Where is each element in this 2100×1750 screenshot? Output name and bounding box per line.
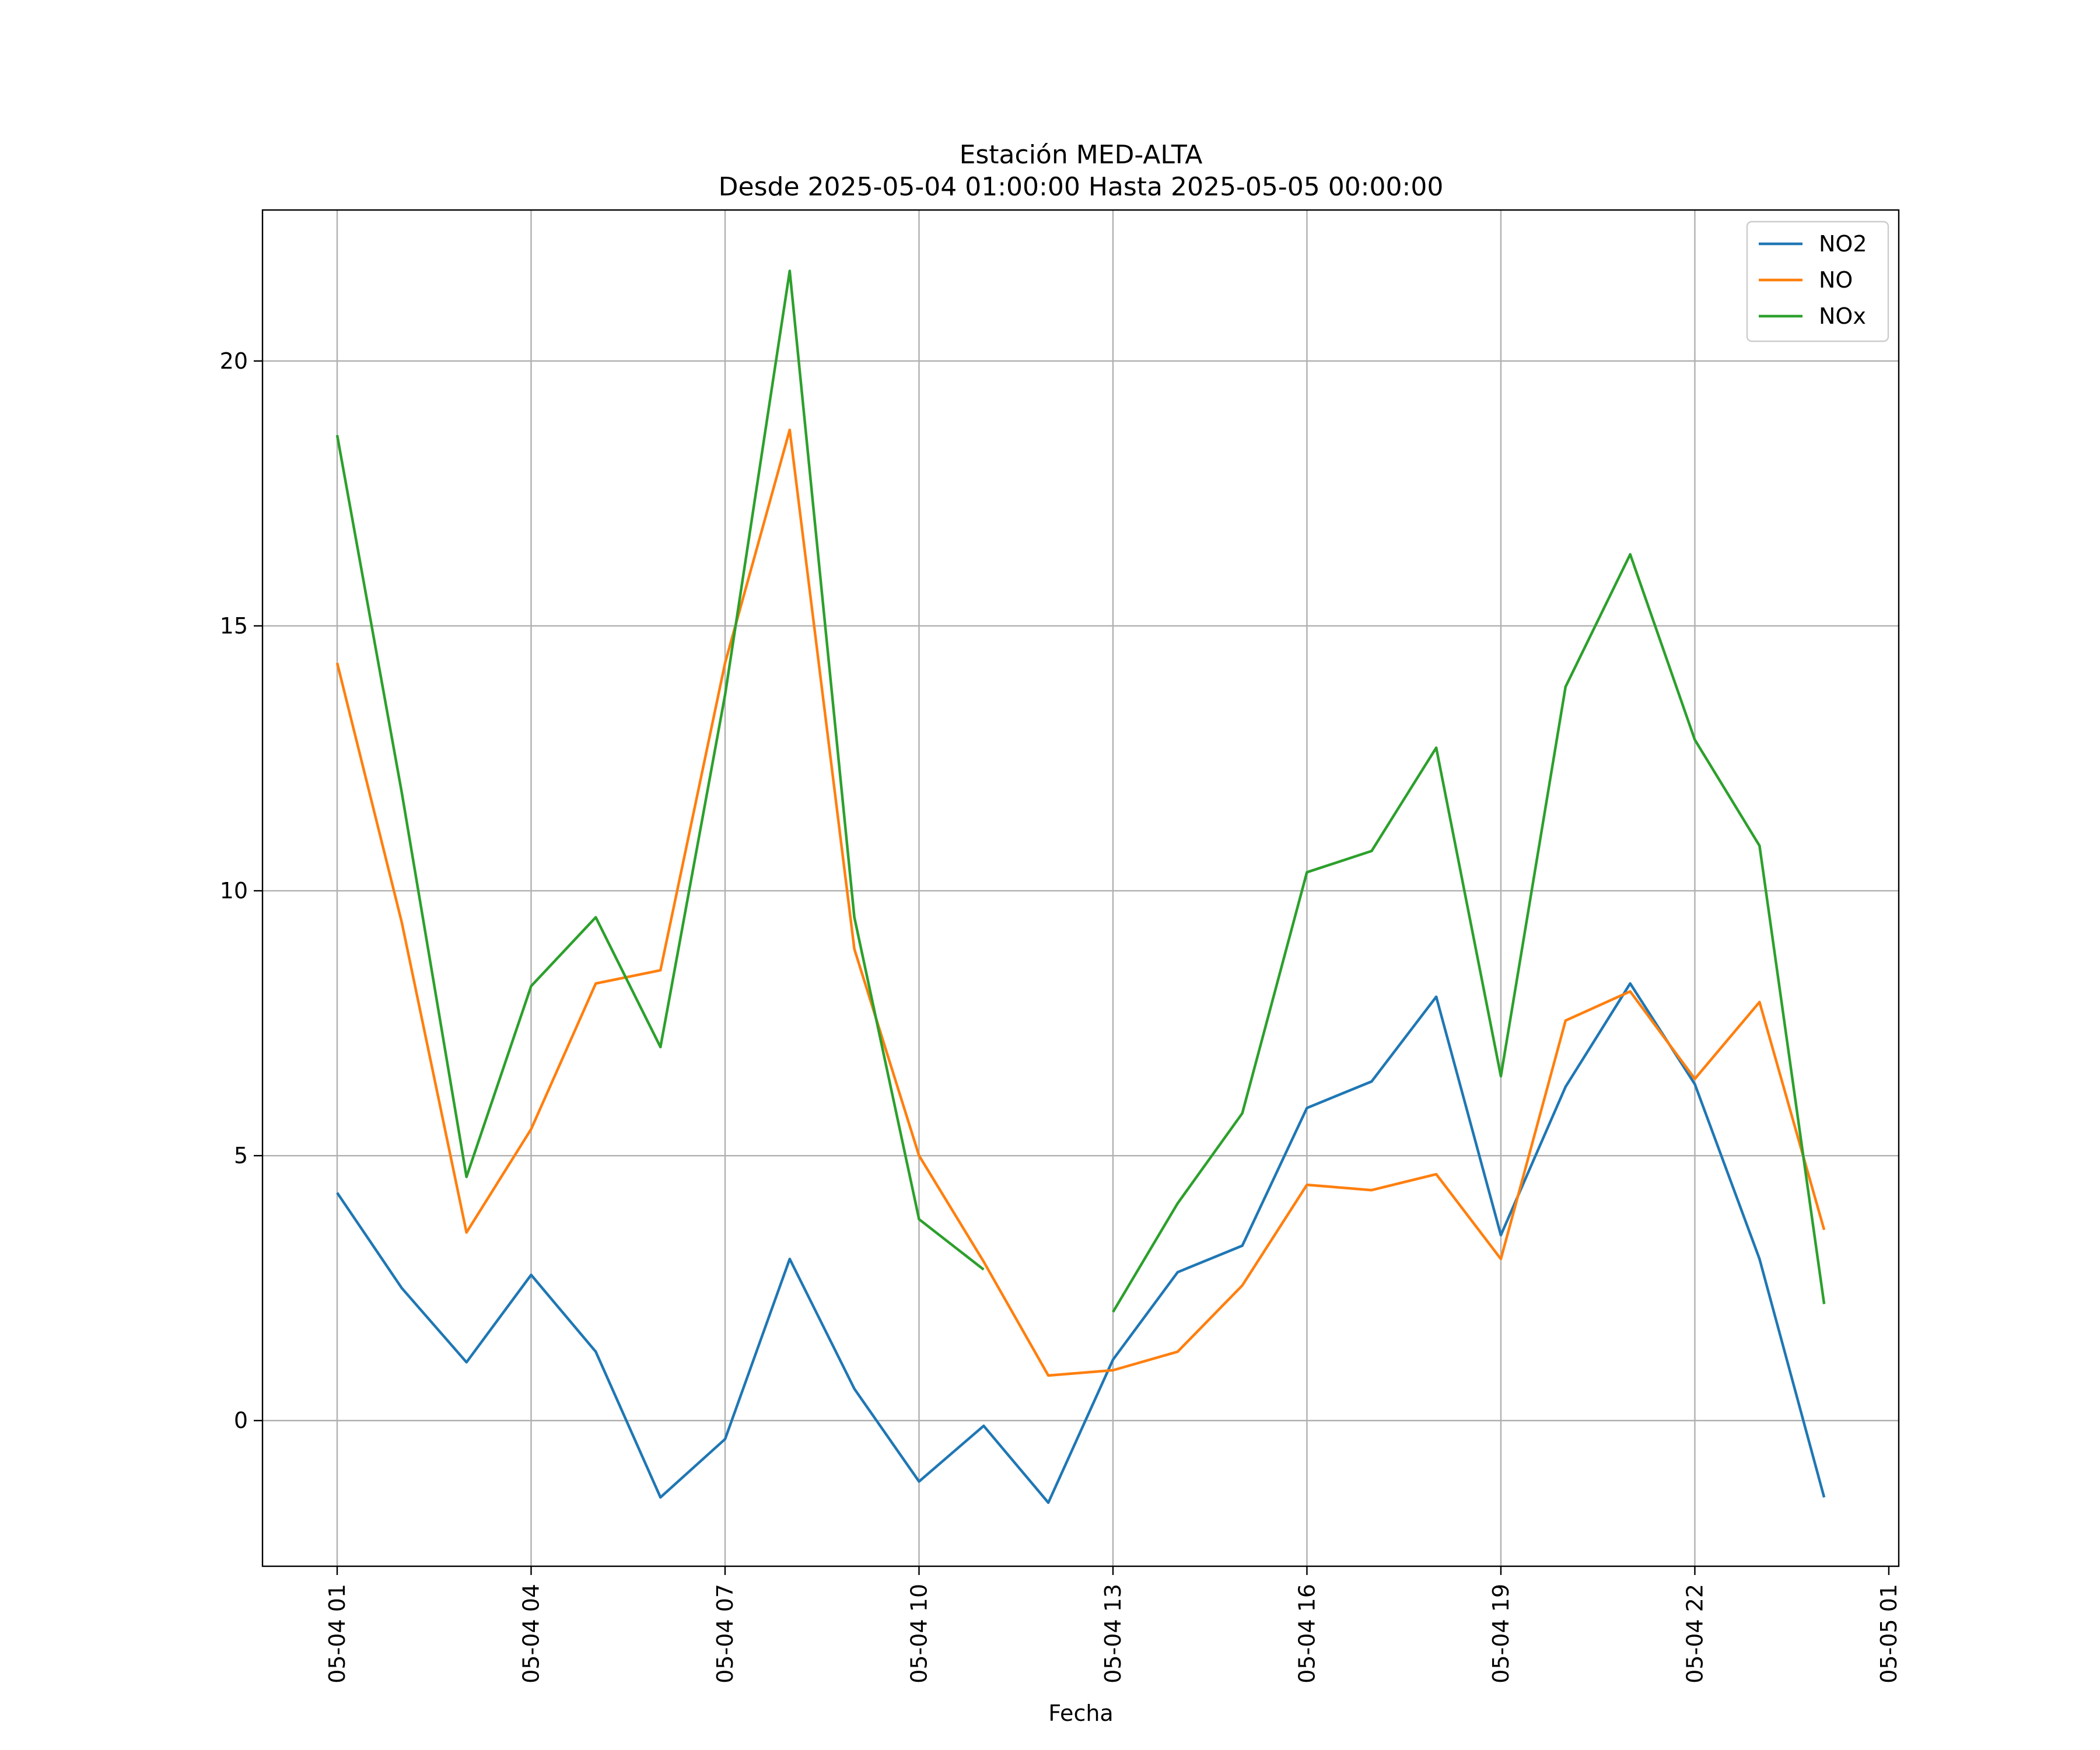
x-tick-label: 05-04 19 (1488, 1584, 1514, 1684)
y-tick-label: 0 (234, 1408, 248, 1433)
legend-label-no2: NO2 (1819, 231, 1867, 257)
legend: NO2 NO NOx (1746, 220, 1889, 342)
x-tick-label: 05-04 16 (1294, 1584, 1320, 1684)
x-tick-label: 05-04 10 (906, 1584, 932, 1684)
axis-ticks: 05-04 01 05-04 04 05-04 07 05-04 10 05-04 13… (220, 348, 1902, 1684)
series-lines (335, 270, 1826, 1504)
series-line-no2 (336, 982, 1826, 1504)
grid (262, 210, 1899, 1566)
chart-title: Estación MED-ALTA (960, 140, 1203, 170)
series-line-no (335, 428, 1826, 1377)
x-tick-label: 05-04 07 (712, 1584, 738, 1684)
y-tick-label: 5 (234, 1143, 248, 1168)
x-axis-label: Fecha (1048, 1700, 1113, 1726)
series-line-nox (335, 270, 1826, 1313)
x-tick-label: 05-04 04 (518, 1584, 544, 1684)
legend-label-no: NO (1819, 267, 1853, 293)
x-tick-label: 05-04 13 (1100, 1584, 1126, 1684)
y-tick-label: 20 (220, 348, 248, 374)
y-tick-label: 15 (220, 613, 248, 639)
x-tick-label: 05-05 01 (1876, 1584, 1902, 1684)
plot-frame (261, 209, 1900, 1567)
legend-box (1746, 220, 1889, 342)
chart-subtitle: Desde 2025-05-04 01:00:00 Hasta 2025-05-… (719, 172, 1444, 202)
x-tick-label: 05-04 22 (1682, 1584, 1707, 1684)
legend-label-nox: NOx (1819, 303, 1866, 329)
y-tick-label: 10 (220, 878, 248, 904)
x-tick-label: 05-04 01 (324, 1584, 350, 1684)
